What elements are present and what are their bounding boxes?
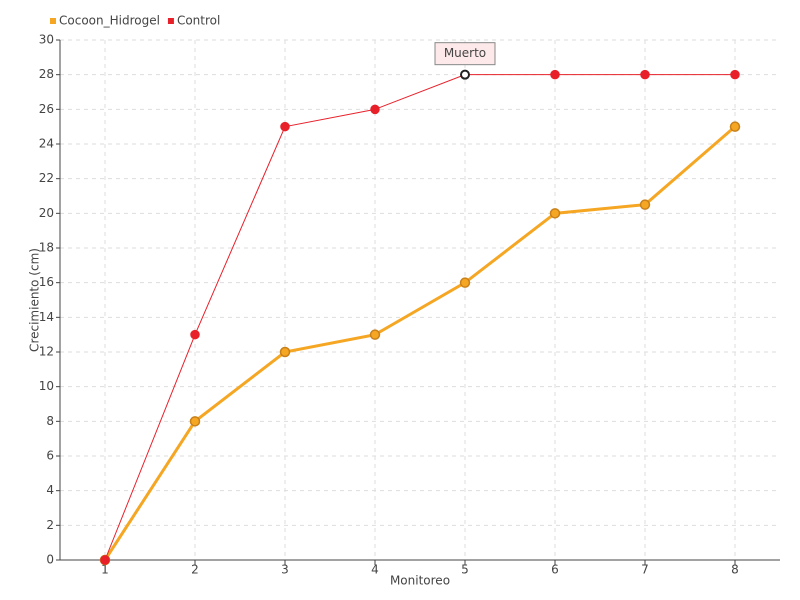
legend-swatch [167,18,174,24]
y-tick-label: 24 [39,137,54,151]
y-tick-label: 28 [39,67,54,81]
legend-label: Control [177,14,220,28]
data-point [280,121,290,132]
data-point [369,329,381,340]
data-point [549,208,561,219]
y-tick-label: 2 [46,518,54,532]
data-point [460,69,470,80]
data-point [189,416,201,427]
x-tick-label: 8 [731,563,739,577]
data-point [550,69,560,80]
data-point [729,121,741,132]
x-tick-label: 4 [371,563,379,577]
x-tick-label: 1 [101,563,109,577]
y-tick-label: 6 [46,449,54,463]
y-tick-label: 4 [46,483,54,497]
y-tick-label: 18 [39,241,54,255]
x-tick-label: 3 [281,563,289,577]
data-point [190,329,200,340]
x-tick-label: 7 [641,563,649,577]
data-point [279,346,291,358]
annotation-text: Muerto [444,46,486,60]
legend-swatch [50,18,56,24]
y-tick-label: 26 [39,102,54,116]
series-line [104,74,735,561]
x-tick-label: 6 [551,563,559,577]
data-point [459,277,471,288]
data-point [640,69,650,80]
y-tick-label: 8 [46,414,54,428]
y-tick-label: 10 [39,379,54,393]
legend-label: Cocoon_Hidrogel [59,14,160,28]
y-tick-label: 12 [39,345,54,359]
series-line [103,125,736,561]
y-tick-label: 0 [46,553,54,567]
x-axis-label: Monitoreo [390,574,450,588]
y-tick-label: 20 [39,206,54,220]
data-point [100,555,110,565]
x-tick-label: 2 [191,563,199,577]
y-tick-label: 22 [39,171,54,185]
annotation-box [434,42,496,66]
data-point [639,199,651,210]
y-axis-label: Crecimiento (cm) [28,248,42,352]
y-tick-label: 30 [39,33,54,47]
y-tick-label: 16 [39,275,54,289]
y-tick-label: 14 [39,310,54,324]
data-point [370,104,380,115]
data-point [730,69,740,80]
x-tick-label: 5 [461,563,469,577]
